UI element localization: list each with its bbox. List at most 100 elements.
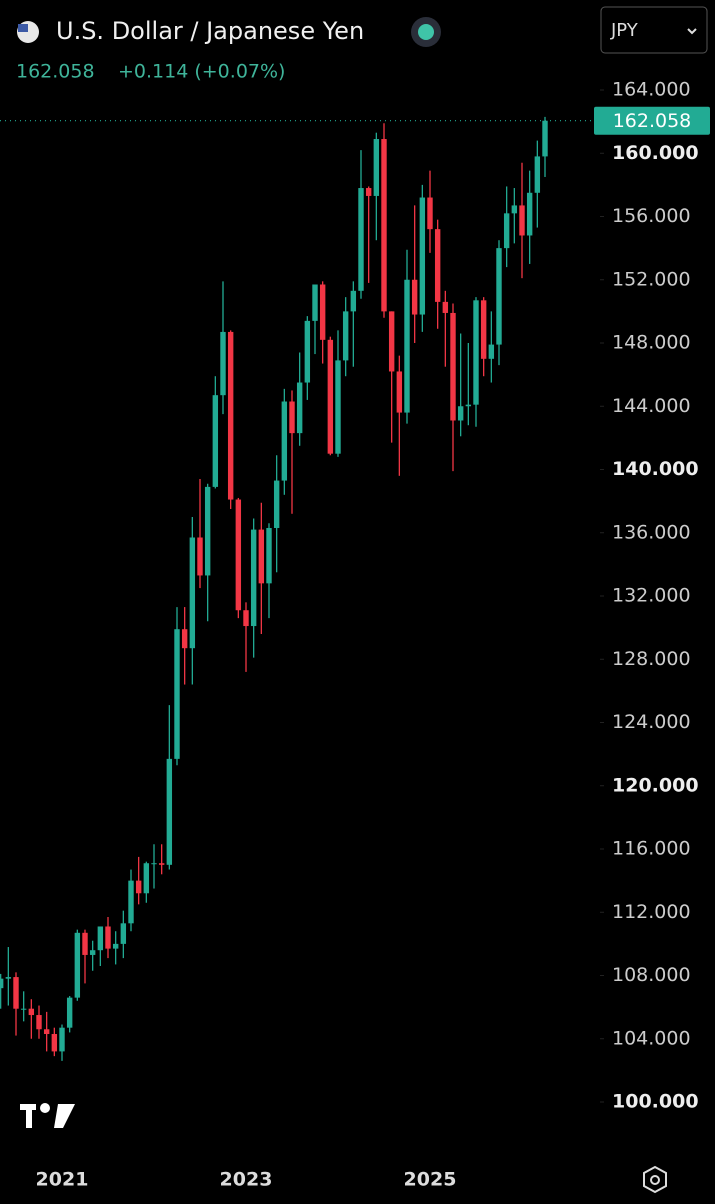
candle-body [243, 610, 249, 627]
candle-body [519, 205, 525, 236]
y-tick-label: 112.000 [612, 901, 691, 923]
last-price-label: 162.058 [613, 110, 692, 132]
candle-body [304, 320, 311, 383]
y-tick-label: 128.000 [612, 648, 691, 670]
candle-body [181, 629, 188, 649]
x-tick-label: 2023 [220, 1169, 273, 1191]
candle-body [235, 499, 242, 611]
candle-body [319, 284, 326, 340]
candle-body [281, 401, 288, 481]
status-dot [418, 24, 434, 40]
y-tick-label: 100.000 [612, 1091, 699, 1113]
candle-body [434, 229, 441, 302]
candle-body [197, 537, 203, 576]
y-tick-label: 124.000 [612, 711, 691, 733]
y-tick-label: 160.000 [612, 142, 699, 164]
candle-body [20, 1008, 27, 1010]
candle-body [89, 950, 96, 955]
candle-body [480, 300, 487, 359]
currency-select[interactable] [600, 6, 708, 54]
candle-body [442, 301, 449, 313]
y-tick-label: 120.000 [612, 774, 699, 796]
candle-body [312, 284, 318, 321]
candle-body [135, 880, 142, 894]
header-price: 162.058 [16, 61, 95, 83]
candle-body [427, 197, 433, 230]
candle-body [296, 382, 303, 434]
y-tick-label: 156.000 [612, 205, 691, 227]
candle-body [534, 156, 541, 193]
y-tick-label: 152.000 [612, 268, 691, 290]
candle-body [212, 395, 219, 487]
candle-body [411, 279, 418, 315]
candle-body [465, 404, 472, 407]
candle-body [511, 205, 518, 214]
candle-body [204, 486, 211, 576]
logo-part [26, 1104, 32, 1128]
candle-body [174, 629, 180, 759]
y-tick-label: 136.000 [612, 521, 691, 543]
candle-body [220, 331, 226, 396]
candle-body [526, 192, 533, 236]
candle-body [542, 120, 548, 157]
y-tick-label: 108.000 [612, 964, 691, 986]
candle-body [404, 279, 410, 413]
flag-canton [18, 24, 28, 32]
candle-body [5, 977, 12, 979]
candle-body [74, 932, 81, 998]
candle-body [189, 537, 196, 649]
candle-body [258, 529, 265, 584]
candle-body [250, 529, 257, 627]
logo-part [54, 1104, 75, 1128]
y-tick-label: 104.000 [612, 1027, 691, 1049]
candle-body [342, 311, 349, 361]
candle-body [128, 880, 134, 924]
currency-label[interactable]: JPY [610, 20, 639, 41]
y-tick-label: 140.000 [612, 458, 699, 480]
candle-body [120, 923, 127, 944]
settings-hole[interactable] [650, 1175, 660, 1185]
y-tick-label: 164.000 [612, 79, 691, 101]
candle-body [450, 312, 456, 421]
y-tick-label: 132.000 [612, 585, 691, 607]
candle-body [457, 406, 464, 421]
candle-body [105, 926, 111, 949]
candle-body [503, 213, 510, 249]
candle-body [28, 1008, 35, 1016]
header-change: +0.114 (+0.07%) [118, 61, 285, 83]
candle-body [266, 528, 272, 584]
candle-body [112, 943, 119, 949]
logo-part [40, 1103, 50, 1113]
x-tick-label: 2021 [36, 1169, 89, 1191]
candle-body [396, 371, 403, 413]
candle-body [358, 188, 364, 291]
candle-body [335, 360, 341, 454]
y-tick-label: 148.000 [612, 332, 691, 354]
candle-body [59, 1027, 65, 1052]
candle-body [327, 339, 334, 454]
settings-icon[interactable] [643, 1165, 667, 1194]
candle-body [13, 977, 19, 1009]
y-tick-label: 116.000 [612, 838, 691, 860]
candle-body [373, 139, 380, 196]
candle-body [0, 978, 4, 989]
candle-body [158, 863, 165, 865]
candle-body [388, 311, 395, 372]
chart-title: U.S. Dollar / Japanese Yen [56, 17, 364, 45]
candle-body [97, 926, 104, 951]
candle-body [273, 480, 280, 529]
last-price-box [594, 106, 710, 135]
dropdown-arrow [687, 28, 697, 35]
candle-body [43, 1029, 50, 1035]
candle-body [51, 1034, 58, 1052]
candle-body [488, 344, 495, 359]
x-tick-label: 2025 [404, 1169, 457, 1191]
tv-logo [20, 1103, 75, 1128]
candle-body [365, 188, 372, 196]
settings-hex[interactable] [643, 1165, 667, 1194]
candle-body [473, 300, 479, 405]
candle-body [66, 997, 73, 1028]
candle-body [381, 139, 387, 312]
